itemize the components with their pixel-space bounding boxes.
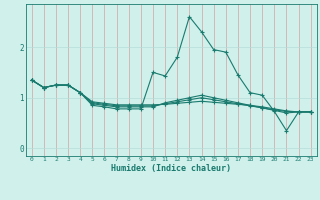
X-axis label: Humidex (Indice chaleur): Humidex (Indice chaleur) <box>111 164 231 173</box>
